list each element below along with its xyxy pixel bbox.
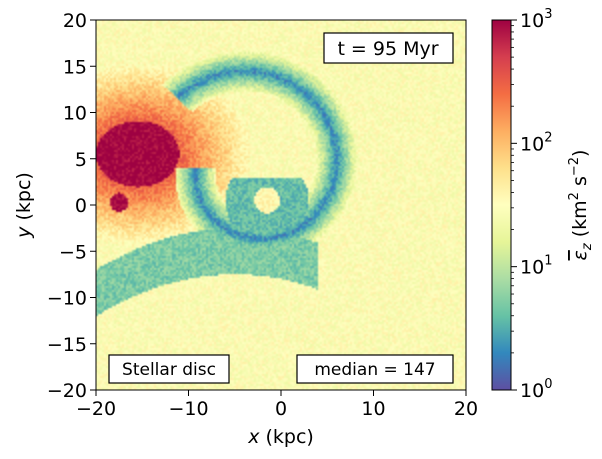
y-tick-label: 10 xyxy=(63,103,87,125)
x-axis: −20 −10 0 10 20 xyxy=(76,390,478,420)
y-tick-label: −5 xyxy=(59,241,87,263)
y-tick-label: −15 xyxy=(47,334,87,356)
x-tick-label: −10 xyxy=(168,398,208,420)
x-tick-label: 10 xyxy=(361,398,385,420)
median-annotation: median = 147 xyxy=(296,354,454,384)
component-annotation-box xyxy=(108,354,230,384)
y-tick-label: 5 xyxy=(75,149,87,171)
heatmap-plot-area xyxy=(96,20,466,390)
y-axis-label: y (kpc) xyxy=(13,172,35,239)
x-tick-label: −20 xyxy=(76,398,116,420)
colorbar-ticks: 100 101 102 103 xyxy=(511,7,552,402)
time-annotation: t = 95 Myr xyxy=(323,32,454,64)
x-axis-label: x (kpc) xyxy=(247,426,314,448)
median-annotation-box xyxy=(296,354,454,384)
heatmap-image xyxy=(96,20,466,390)
component-annotation: Stellar disc xyxy=(108,354,230,384)
colorbar-gradient xyxy=(491,19,512,391)
y-tick-label: 15 xyxy=(63,56,87,78)
colorbar-label: εz (km2 s−2) xyxy=(567,150,595,261)
y-tick-label: −10 xyxy=(47,288,87,310)
component-annotation-text: Stellar disc xyxy=(122,360,216,380)
colorbar: 100 101 102 103 εz (km2 s−2) xyxy=(491,7,595,402)
y-tick-label: −20 xyxy=(47,380,87,402)
x-tick-label: 0 xyxy=(275,398,287,420)
time-annotation-text: t = 95 Myr xyxy=(337,38,438,60)
y-axis: −20 −15 −10 −5 0 5 10 15 20 xyxy=(47,10,96,402)
colorbar-tick-label: 103 xyxy=(520,7,552,32)
y-tick-label: 0 xyxy=(75,195,87,217)
median-annotation-text: median = 147 xyxy=(314,360,435,380)
time-annotation-box xyxy=(323,32,454,64)
colorbar-tick-label: 102 xyxy=(520,130,552,155)
x-tick-label: 20 xyxy=(454,398,478,420)
y-tick-label: 20 xyxy=(63,10,87,32)
colorbar-tick-label: 101 xyxy=(520,254,552,279)
colorbar-tick-label: 100 xyxy=(520,377,552,402)
